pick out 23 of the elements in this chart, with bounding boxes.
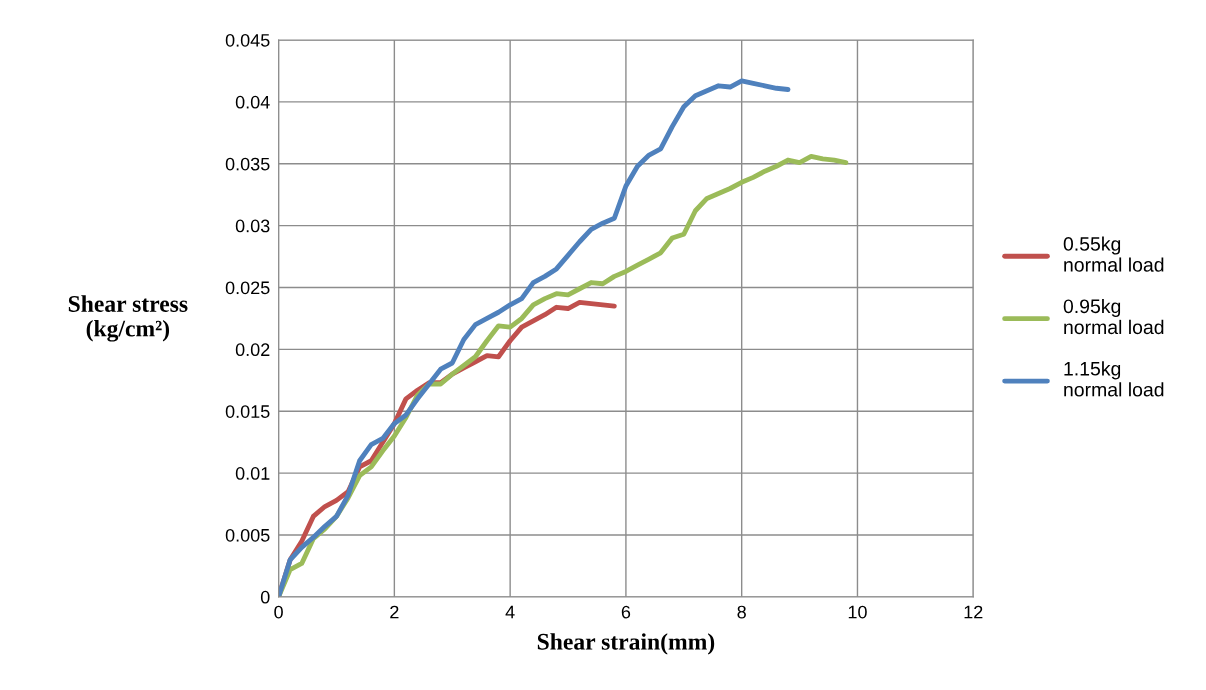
- y-tick-label: 0.035: [225, 157, 270, 171]
- y-tick-label: 0.045: [225, 33, 270, 47]
- y-tick-label: 0.03: [235, 219, 270, 233]
- x-tick-label: 12: [964, 605, 983, 619]
- line-series: [278, 78, 791, 597]
- legend-label: 1.15kg normal load: [1064, 361, 1164, 397]
- x-tick-label: 4: [505, 605, 515, 619]
- y-tick-label: 0.02: [235, 343, 270, 357]
- y-tick-label: 0.025: [225, 281, 270, 295]
- x-tick-label: 0: [274, 605, 283, 619]
- x-tick-label: 10: [848, 605, 867, 619]
- y-tick-label: 0.005: [225, 528, 270, 542]
- legend-label: 0.95kg normal load: [1063, 298, 1164, 335]
- x-tick-label: 8: [737, 605, 746, 619]
- x-tick-label: 2: [390, 605, 399, 619]
- legend-label: 0.55kg normal load: [1063, 236, 1164, 272]
- y-axis-title: Shear stress (kg/cm²): [68, 295, 188, 342]
- x-axis-title: Shear strain(mm): [537, 633, 715, 655]
- x-tick-label: 6: [621, 605, 631, 619]
- y-tick-label: 0.015: [225, 405, 270, 418]
- y-tick-label: 0: [260, 590, 270, 604]
- y-tick-label: 0.01: [235, 467, 270, 480]
- y-tick-label: 0.04: [235, 95, 270, 109]
